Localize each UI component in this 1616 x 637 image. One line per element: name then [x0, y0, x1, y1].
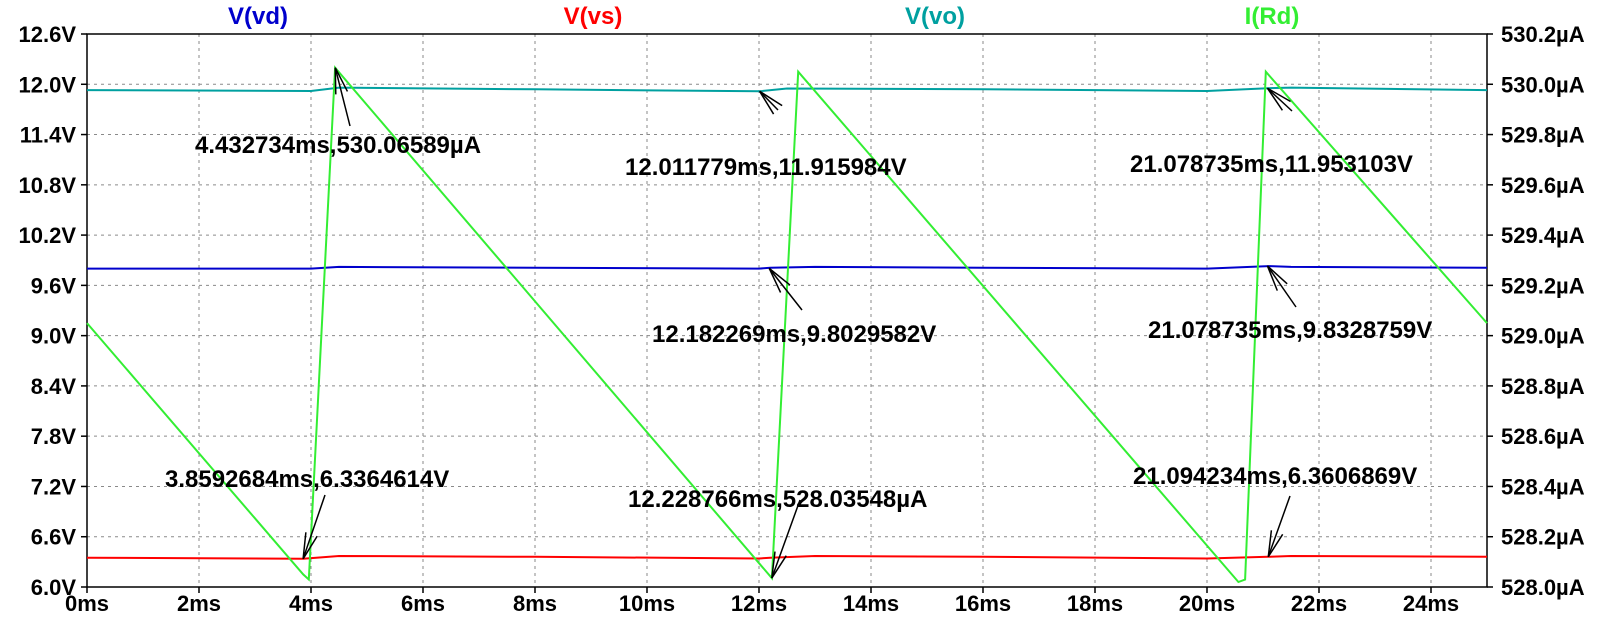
annotation-leader-line — [1266, 265, 1297, 308]
y-right-tick-label: 530.0µA — [1501, 72, 1585, 97]
y-left-tick-label: 10.8V — [19, 173, 77, 198]
y-left-tick-label: 9.6V — [31, 273, 77, 298]
annotation-arrowhead — [759, 90, 783, 107]
legend-v-vo[interactable]: V(vo) — [905, 3, 965, 30]
annotation-arrowhead — [1266, 265, 1279, 291]
x-tick-label: 10ms — [619, 591, 675, 616]
annotation-leader-line — [334, 67, 351, 127]
annotation-arrowhead — [768, 268, 782, 293]
y-left-tick-label: 6.0V — [31, 575, 77, 600]
annotation-arrowhead — [771, 555, 787, 579]
trace-v-vs — [86, 554, 1488, 560]
annotation-label: 21.078735ms,9.8328759V — [1148, 317, 1432, 344]
annotation-leader-line — [302, 494, 326, 560]
y-left-tick-label: 9.0V — [31, 324, 77, 349]
y-left-tick-label: 7.2V — [31, 474, 77, 499]
plot-frame — [86, 33, 1488, 588]
trace-legend[interactable]: V(vd) V(vs) V(vo) I(Rd) — [228, 3, 1299, 30]
annotation-arrowhead — [334, 67, 349, 92]
x-tick-label: 2ms — [177, 591, 221, 616]
x-tick-label: 0ms — [65, 591, 109, 616]
y-left-tick-label: 12.0V — [19, 72, 77, 97]
annotation-label: 4.432734ms,530.06589µA — [195, 132, 481, 159]
trace-v-vo — [86, 86, 1488, 93]
legend-v-vd[interactable]: V(vd) — [228, 3, 288, 30]
cursor-annotations: 4.432734ms,530.06589µA 12.011779ms,11.915… — [165, 67, 1432, 579]
y-right-tick-label: 529.0µA — [1501, 324, 1585, 349]
y-right-tick-label: 528.6µA — [1501, 424, 1585, 449]
x-tick-label: 16ms — [955, 591, 1011, 616]
y-right-tick-label: 530.2µA — [1501, 22, 1585, 47]
x-tick-label: 24ms — [1403, 591, 1459, 616]
x-tick-label: 14ms — [843, 591, 899, 616]
y-left-tick-label: 10.2V — [19, 223, 77, 248]
annotation-leader-line — [771, 499, 801, 579]
y-right-tick-label: 529.6µA — [1501, 173, 1585, 198]
annotation-arrowhead — [768, 267, 791, 286]
x-tick-label: 8ms — [513, 591, 557, 616]
annotation-leader-line — [1267, 495, 1291, 558]
y-left-tick-label: 12.6V — [19, 22, 77, 47]
x-tick-label: 18ms — [1067, 591, 1123, 616]
annotation-label: 12.228766ms,528.03548µA — [628, 486, 927, 513]
legend-i-rd[interactable]: I(Rd) — [1245, 3, 1300, 30]
x-tick-label: 4ms — [289, 591, 333, 616]
y-left-tick-label: 6.6V — [31, 525, 77, 550]
y-left-tick-label: 11.4V — [20, 123, 77, 148]
annotation-leader-line — [1266, 87, 1293, 112]
y-right-tick-label: 529.2µA — [1501, 273, 1585, 298]
y-right-tick-label: 529.8µA — [1501, 123, 1585, 148]
annotation-arrowhead — [1266, 265, 1288, 285]
annotation-arrowhead — [1266, 87, 1284, 111]
axis-ticks: 0ms 2ms 4ms 6ms 8ms 10ms 12ms 14ms 16ms 18ms 20ms 2… — [19, 22, 1585, 616]
trace-lines — [86, 65, 1488, 584]
y-left-tick-label: 8.4V — [31, 374, 77, 399]
y-right-tick-label: 528.4µA — [1501, 474, 1585, 499]
trace-v-vd — [87, 265, 1488, 270]
annotation-leader-line — [759, 90, 779, 111]
annotation-label: 21.078735ms,11.953103V — [1130, 151, 1413, 178]
annotation-arrowhead — [771, 551, 776, 579]
annotation-arrowhead — [302, 535, 318, 560]
x-tick-label: 22ms — [1291, 591, 1347, 616]
y-right-tick-label: 528.0µA — [1501, 575, 1585, 600]
x-tick-label: 20ms — [1179, 591, 1235, 616]
trace-i-rd — [86, 65, 1488, 584]
annotation-leader-line — [768, 267, 803, 311]
annotation-arrowhead — [1267, 87, 1291, 103]
y-right-tick-label: 528.2µA — [1501, 525, 1585, 550]
x-tick-label: 6ms — [401, 591, 445, 616]
annotation-arrowhead — [1267, 533, 1284, 558]
annotation-arrowhead — [334, 67, 337, 95]
y-right-tick-label: 529.4µA — [1501, 223, 1585, 248]
x-tick-label: 12ms — [731, 591, 787, 616]
annotation-arrowhead — [302, 532, 307, 559]
annotation-arrowhead — [759, 90, 775, 115]
annotation-label: 12.011779ms,11.915984V — [625, 154, 907, 181]
legend-v-vs[interactable]: V(vs) — [564, 3, 623, 30]
y-left-tick-label: 7.8V — [31, 424, 77, 449]
annotation-label: 3.8592684ms,6.3364614V — [165, 466, 449, 493]
annotation-arrowhead — [1267, 530, 1273, 557]
y-right-tick-label: 528.8µA — [1501, 374, 1585, 399]
annotation-label: 21.094234ms,6.3606869V — [1133, 463, 1417, 490]
annotation-label: 12.182269ms,9.8029582V — [652, 321, 936, 348]
